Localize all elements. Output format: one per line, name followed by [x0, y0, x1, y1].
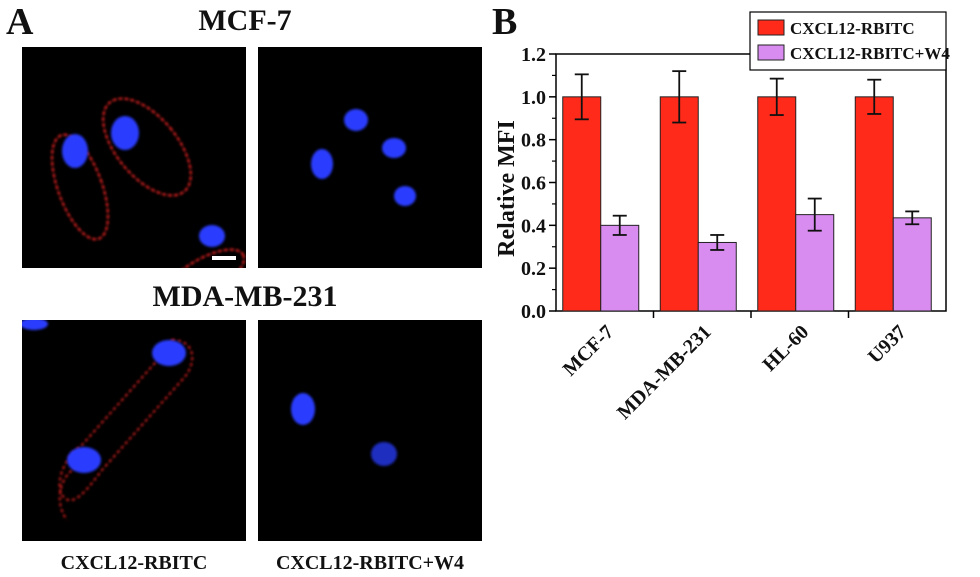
- y-axis-label: Relative MFI: [494, 120, 520, 257]
- column-label-rbitc-w4: CXCL12-RBITC+W4: [275, 552, 465, 574]
- micrograph-mda-rbitc-w4-image: [291, 393, 397, 466]
- chart-legend: CXCL12-RBITC CXCL12-RBITC+W4: [749, 11, 950, 71]
- legend-swatch: [757, 19, 785, 36]
- micrograph-mcf7-rbitc-w4: [258, 47, 482, 268]
- micrograph-mda-rbitc: [20, 318, 246, 541]
- bar: [854, 96, 894, 312]
- legend-label: CXCL12-RBITC+W4: [790, 44, 950, 63]
- bar: [562, 96, 602, 312]
- x-tick-label: HL-60: [758, 321, 813, 376]
- x-tick-label: U937: [864, 321, 911, 368]
- bar: [892, 217, 932, 312]
- micrograph-mcf7-rbitc: [22, 47, 246, 306]
- bar: [757, 96, 797, 312]
- y-tick-label: 0.6: [521, 173, 546, 195]
- legend-swatch: [757, 44, 785, 61]
- y-tick-label: 0.0: [521, 301, 546, 323]
- column-label-rbitc: CXCL12-RBITC: [60, 552, 208, 574]
- bar: [697, 241, 737, 312]
- panel-a-letter: A: [6, 1, 34, 43]
- micrograph-mcf7-rbitc-image: [50, 97, 246, 306]
- row-title-mcf7: MCF-7: [198, 4, 292, 37]
- micrograph-mda-rbitc-w4: [258, 320, 482, 541]
- micrograph-mda-rbitc-image: [20, 318, 194, 521]
- y-tick-label: 0.4: [521, 215, 546, 237]
- bar: [600, 224, 640, 312]
- row-title-mda: MDA-MB-231: [152, 280, 338, 313]
- chart-bars: [562, 70, 932, 312]
- micrograph-mcf7-rbitc-w4-image: [311, 109, 416, 206]
- x-tick-label: MDA-MB-231: [613, 321, 716, 424]
- y-tick-label: 1.2: [521, 44, 546, 66]
- bar: [659, 96, 699, 312]
- panel-b-letter: B: [492, 1, 518, 43]
- y-tick-label: 0.2: [521, 258, 546, 280]
- y-tick-label: 0.8: [521, 130, 546, 152]
- legend-label: CXCL12-RBITC: [790, 19, 915, 38]
- y-tick-label: 1.0: [521, 87, 546, 109]
- x-tick-label: MCF-7: [559, 321, 619, 381]
